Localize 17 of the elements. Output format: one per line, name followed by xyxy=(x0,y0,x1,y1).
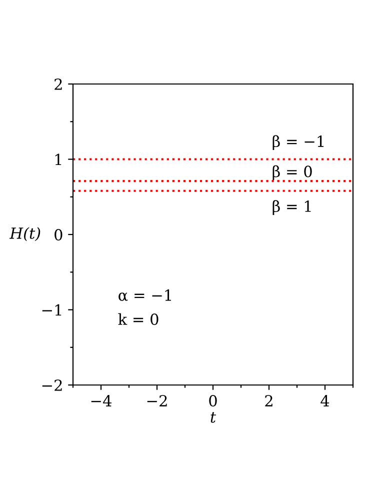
y-tick-label: −2 xyxy=(42,379,62,391)
x-tick-label: 4 xyxy=(320,394,330,406)
x-tick-label: −2 xyxy=(147,394,167,406)
x-tick-label: −4 xyxy=(91,394,112,406)
annotation: k = 0 xyxy=(118,313,158,326)
x-axis-title: t xyxy=(210,412,216,423)
y-tick-label: 2 xyxy=(54,78,62,90)
y-tick-label: 1 xyxy=(55,154,62,166)
x-tick-label: 2 xyxy=(265,394,272,406)
annotation: α = −1 xyxy=(118,289,171,301)
annotation: β = 0 xyxy=(272,165,312,180)
x-tick-label: 0 xyxy=(209,394,217,407)
annotation: β = 1 xyxy=(272,200,311,215)
y-tick-label: −1 xyxy=(42,304,62,316)
y-axis-title: H(t) xyxy=(9,227,40,242)
y-tick-label: 0 xyxy=(54,228,62,241)
annotation: β = −1 xyxy=(272,135,324,150)
